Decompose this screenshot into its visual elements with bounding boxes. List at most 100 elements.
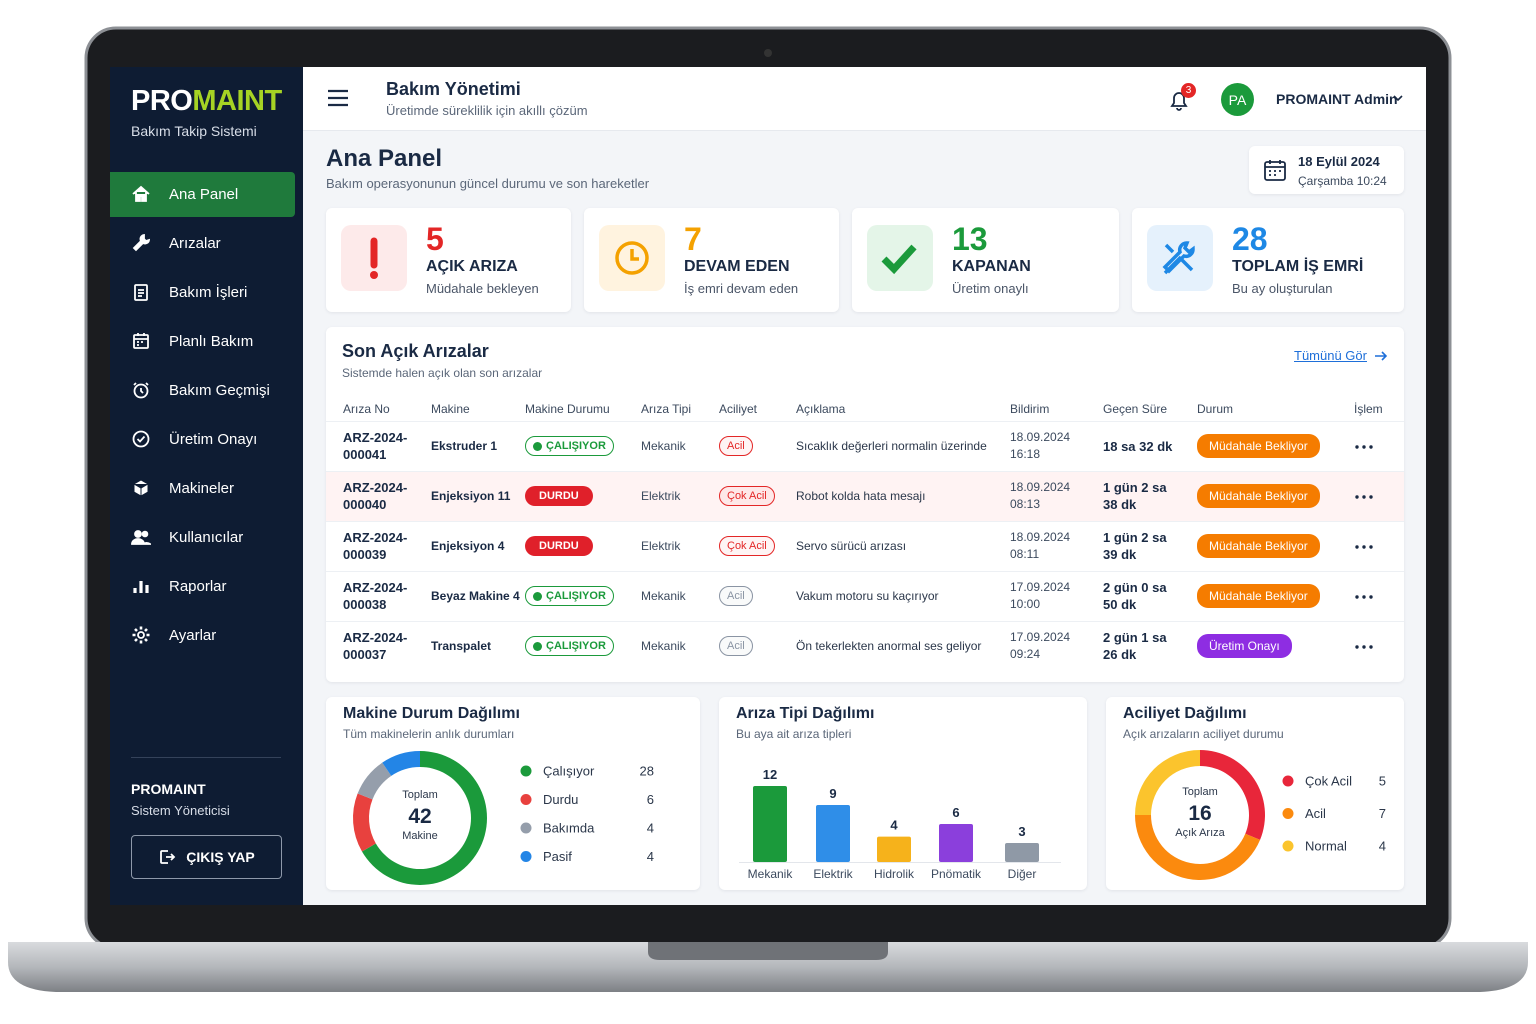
state[interactable]: Müdahale Bekliyor: [1197, 534, 1320, 558]
fault-row[interactable]: ARZ-2024-000037 Transpalet ÇALIŞIYOR Mekani…: [326, 620, 1404, 671]
menu-item[interactable]: Bakım Geçmişi: [110, 368, 295, 413]
urgency: Çok Acil: [719, 486, 775, 506]
pad: [326, 470, 342, 521]
state[interactable]: Müdahale Bekliyor: [1197, 584, 1320, 608]
cell: ÇALIŞIYOR: [524, 620, 640, 671]
logout-button[interactable]: ÇIKIŞ YAP: [131, 835, 282, 879]
menu-item[interactable]: Bakım İşleri: [110, 270, 295, 315]
fault-row[interactable]: ARZ-2024-000040 Enjeksiyon 11 DURDU Elektri…: [326, 470, 1404, 521]
legend-value: 28: [640, 764, 654, 779]
fault-type: Elektrik: [641, 539, 681, 553]
cell: [1353, 470, 1388, 521]
menu-label: Ana Panel: [169, 186, 239, 203]
column-header: Açıklama: [796, 401, 846, 416]
state[interactable]: Müdahale Bekliyor: [1197, 484, 1320, 508]
sidebar-user: PROMAINT: [131, 781, 206, 797]
notification-bell[interactable]: [1167, 87, 1193, 113]
menu-item[interactable]: Raporlar: [110, 564, 295, 609]
donut-total-unit: Makine: [402, 830, 437, 842]
legend-label: Bakımda: [543, 821, 595, 836]
cell: Enjeksiyon 11: [430, 470, 524, 521]
legend-dot: [1282, 840, 1294, 852]
column-header: Durum: [1197, 401, 1234, 416]
menu-toggle[interactable]: [327, 89, 349, 107]
status-dot: [533, 641, 542, 651]
topbar: Bakım Yönetimi Üretimde süreklilik için …: [303, 67, 1426, 131]
legend-label: Pasif: [543, 849, 572, 864]
cell: 1 gün 2 sa 38 dk: [1102, 470, 1196, 521]
menu-label: Bakım İşleri: [169, 284, 248, 301]
fault-type: Elektrik: [641, 489, 681, 503]
cell: Mekanik: [640, 420, 718, 471]
elapsed: 1 gün 2 sa 38 dk: [1103, 480, 1167, 512]
cell: 18.09.2024 08:11: [1009, 520, 1102, 571]
fault-row[interactable]: ARZ-2024-000038 Beyaz Makine 4 ÇALIŞIYOR Me…: [326, 570, 1404, 621]
donut-segment: [353, 793, 376, 852]
donut-total-unit: Açık Arıza: [1175, 827, 1225, 839]
legend-value: 4: [647, 849, 654, 864]
row-actions[interactable]: [1354, 594, 1374, 600]
stat-glyph: [881, 244, 917, 275]
cell: Müdahale Bekliyor: [1196, 520, 1353, 571]
panel-subtitle: Sistemde halen açık olan son arızalar: [342, 366, 543, 380]
row-actions[interactable]: [1354, 494, 1374, 500]
menu-icon: [134, 284, 148, 301]
state[interactable]: Üretim Onayı: [1197, 634, 1292, 659]
legend-label: Durdu: [543, 792, 578, 807]
machine: Beyaz Makine 4: [431, 589, 520, 603]
fault-id: ARZ-2024-000041: [343, 430, 408, 462]
cell: Üretim Onayı: [1196, 620, 1353, 671]
cell: [1353, 420, 1388, 471]
cell: Robot kolda hata mesajı: [795, 470, 1009, 521]
row-actions[interactable]: [1354, 544, 1374, 550]
menu-item[interactable]: Arızalar: [110, 221, 295, 266]
menu-label: Raporlar: [169, 578, 227, 595]
stat-icon: [341, 225, 407, 291]
menu-label: Üretim Onayı: [169, 431, 258, 448]
menu-item[interactable]: Ana Panel: [110, 172, 295, 217]
logout-icon: [160, 850, 176, 864]
legend-label: Çok Acil: [1305, 774, 1352, 789]
menu-item[interactable]: Makineler: [110, 466, 295, 511]
avatar[interactable]: PA: [1221, 83, 1254, 116]
fault-id: ARZ-2024-000038: [343, 580, 408, 612]
menu-item[interactable]: Üretim Onayı: [110, 417, 295, 462]
fault-row[interactable]: ARZ-2024-000041 Ekstruder 1 ÇALIŞIYOR Mekan…: [326, 420, 1404, 471]
menu-item[interactable]: Planlı Bakım: [110, 319, 295, 364]
legend-label: Çalışıyor: [543, 764, 595, 779]
page-title: Ana Panel: [326, 145, 443, 172]
topbar-user[interactable]: PROMAINT Admin: [1276, 91, 1398, 107]
view-all[interactable]: Tümünü Gör: [1294, 348, 1387, 363]
cell: DURDU: [524, 470, 640, 521]
status-text: ÇALIŞIYOR: [546, 590, 606, 602]
menu-item[interactable]: Ayarlar: [110, 613, 295, 658]
status-text: ÇALIŞIYOR: [546, 640, 606, 653]
row-actions[interactable]: [1354, 644, 1374, 650]
cell: 17.09.2024 10:00: [1009, 570, 1102, 621]
reported: 17.09.2024 10:00: [1010, 580, 1071, 611]
donut-chart: Çok Acil 5 Acil 7 Normal 4 Toplam 16 Açık Arıza: [1135, 750, 1386, 880]
reported: 17.09.2024 09:24: [1010, 630, 1071, 662]
fault-row[interactable]: ARZ-2024-000039 Enjeksiyon 4 DURDU Elektrik…: [326, 520, 1404, 571]
brand-maint: MAINT: [192, 85, 282, 117]
cell: Enjeksiyon 4: [430, 520, 524, 571]
row-actions[interactable]: [1354, 444, 1374, 450]
faults-panel: Son Açık Arızalar Sistemde halen açık ol…: [326, 327, 1404, 682]
panel-title: Arıza Tipi Dağılımı: [736, 705, 875, 722]
machine-status: ÇALIŞIYOR: [525, 436, 614, 456]
calendar-icon: [1264, 160, 1286, 181]
status-dot: [533, 591, 542, 601]
cell: Ekstruder 1: [430, 420, 524, 471]
state[interactable]: Müdahale Bekliyor: [1197, 434, 1320, 458]
menu-item[interactable]: Kullanıcılar: [110, 515, 295, 560]
cell: Mekanik: [640, 570, 718, 621]
main: Bakım Yönetimi Üretimde süreklilik için …: [303, 67, 1426, 905]
cell: [1353, 620, 1388, 671]
stat-note: Bu ay oluşturulan: [1232, 281, 1333, 296]
legend-value: 4: [647, 821, 654, 836]
time: Çarşamba 10:24: [1298, 174, 1387, 188]
notification-count: 3: [1181, 83, 1196, 98]
pad: [1388, 570, 1404, 621]
reported: 18.09.2024 08:11: [1010, 530, 1071, 561]
brand: PROMAINT: [131, 85, 282, 118]
